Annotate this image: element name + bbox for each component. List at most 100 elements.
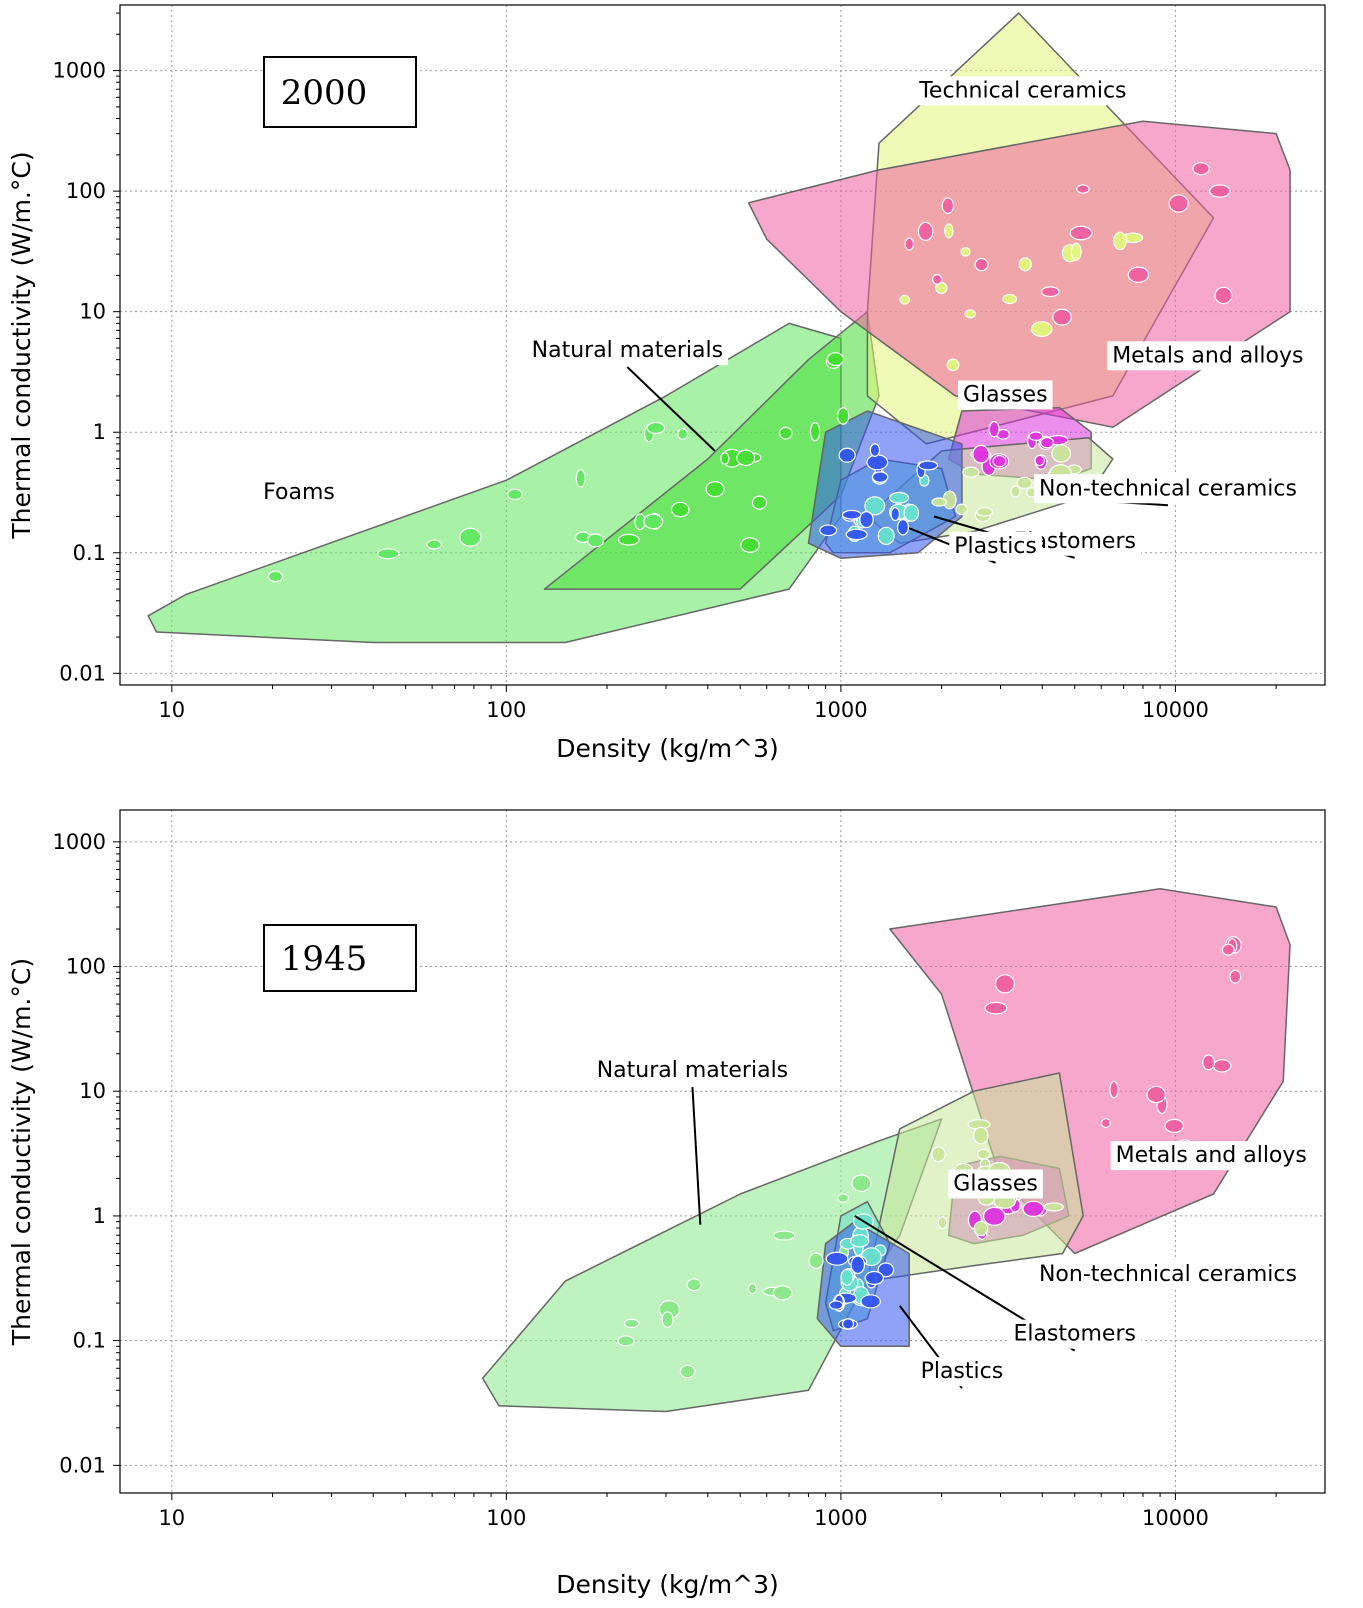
y-tick-label: 100	[66, 179, 106, 203]
material-marker	[736, 449, 756, 467]
material-marker	[1127, 266, 1150, 283]
material-marker	[661, 1311, 674, 1328]
x-tick-label: 10	[158, 1506, 185, 1530]
material-marker	[841, 509, 862, 520]
material-marker	[903, 503, 920, 522]
axes-2000: 10 100 1000 10000 0.01 0.1 1 10 100 1000	[53, 12, 1277, 722]
material-marker	[426, 539, 442, 550]
material-marker	[841, 1318, 855, 1330]
material-marker	[992, 454, 1007, 468]
year-label-2000: 2000	[281, 73, 368, 113]
chart-panel-2000: 10 100 1000 10000 0.01 0.1 1 10 100 1000 Density (…	[0, 0, 1363, 790]
material-marker	[1214, 286, 1233, 305]
label-glasses: Glasses	[953, 1171, 1038, 1196]
material-marker	[751, 495, 768, 510]
material-marker	[1076, 184, 1090, 194]
label-non-technical-ceramics: Non-technical ceramics	[1039, 476, 1297, 501]
material-marker	[845, 528, 868, 541]
material-marker	[1018, 257, 1032, 272]
axes-1945: 10 100 1000 10000 0.01 0.1 1 10 100 1000	[53, 830, 1277, 1530]
material-marker	[871, 471, 889, 483]
material-marker	[962, 466, 980, 478]
material-marker	[988, 421, 1000, 438]
label-bg	[591, 1056, 794, 1086]
material-marker	[994, 974, 1016, 994]
material-marker	[896, 519, 909, 536]
y-axis-title: Thermal conductivity (W/m.°C)	[7, 958, 36, 1346]
x-tick-label: 10	[158, 698, 185, 722]
envelopes-2000	[147, 12, 1291, 644]
plot-frame-1945	[119, 809, 1326, 1494]
material-marker	[1229, 969, 1242, 984]
material-marker	[1164, 1118, 1185, 1133]
material-marker	[946, 358, 960, 372]
year-box-1945	[263, 924, 417, 992]
material-marker	[643, 513, 664, 530]
material-marker	[869, 443, 881, 457]
material-marker	[1022, 1200, 1045, 1218]
material-marker	[838, 447, 856, 463]
x-tick-label: 1000	[814, 1506, 867, 1530]
material-marker	[1016, 476, 1033, 490]
material-marker	[982, 1206, 1006, 1226]
x-tick-label: 10000	[1142, 698, 1209, 722]
y-tick-label: 0.1	[73, 1329, 106, 1353]
material-marker	[976, 506, 994, 517]
material-marker	[705, 481, 725, 498]
label-plastics: Plastics	[921, 1359, 1004, 1384]
y-tick-label: 0.1	[73, 541, 106, 565]
label-pointer-natural-materials	[691, 1086, 702, 1225]
material-marker	[1069, 225, 1093, 241]
label-natural-materials: Natural materials	[597, 1058, 788, 1083]
label-elastomers: Elastomers	[1013, 1322, 1136, 1347]
material-marker	[984, 1001, 1008, 1015]
label-metals-and-alloys: Metals and alloys	[1116, 1143, 1307, 1168]
material-marker	[623, 1318, 640, 1329]
material-marker	[932, 274, 943, 285]
label-pointer-natural-materials	[626, 366, 716, 452]
material-marker	[506, 488, 523, 501]
label-bg	[1033, 1260, 1302, 1290]
material-marker	[899, 294, 910, 305]
x-axis-title: Density (kg/m^3)	[556, 734, 778, 763]
year-label-1945: 1945	[281, 939, 368, 979]
material-marker	[917, 221, 934, 241]
material-marker	[670, 501, 690, 518]
chart-panel-1945: 10 100 1000 10000 0.01 0.1 1 10 100 1000 Density (…	[0, 800, 1363, 1608]
chart-1945: 10 100 1000 10000 0.01 0.1 1 10 100 1000 Density (…	[7, 809, 1326, 1599]
material-marker	[575, 469, 586, 488]
material-marker	[840, 1268, 854, 1286]
y-tick-label: 1000	[53, 59, 106, 83]
material-marker	[1030, 321, 1053, 338]
material-marker	[772, 1230, 796, 1241]
material-marker	[890, 507, 901, 522]
material-marker	[740, 537, 760, 553]
material-marker	[1113, 231, 1127, 251]
material-marker	[1070, 242, 1082, 261]
family-labels-1945: Natural materials Metals and alloys Glasse…	[591, 1056, 1312, 1389]
label-bg	[526, 336, 729, 366]
material-marker	[1043, 1202, 1064, 1212]
y-axis-title: Thermal conductivity (W/m.°C)	[7, 151, 36, 539]
material-marker	[1100, 1118, 1112, 1129]
material-marker	[587, 533, 605, 548]
material-marker	[376, 548, 400, 560]
material-marker	[747, 1282, 758, 1295]
label-plastics: Plastics	[954, 534, 1037, 559]
material-marker	[828, 1300, 844, 1310]
label-bg	[258, 477, 340, 507]
material-marker	[720, 452, 730, 465]
material-marker	[864, 1270, 885, 1285]
label-technical-ceramics: Technical ceramics	[918, 78, 1126, 103]
y-tick-label: 1000	[53, 830, 106, 854]
material-marker	[825, 1251, 849, 1266]
material-marker	[819, 524, 838, 537]
plot-frame-2000	[119, 4, 1326, 686]
label-bg	[949, 531, 1042, 561]
material-marker	[617, 533, 640, 546]
material-marker	[877, 1262, 895, 1278]
family-labels-2000: Foams Natural materials Technical ceramics…	[258, 76, 1309, 564]
material-marker	[778, 426, 793, 440]
material-marker	[617, 1335, 635, 1347]
material-marker	[937, 1216, 948, 1230]
